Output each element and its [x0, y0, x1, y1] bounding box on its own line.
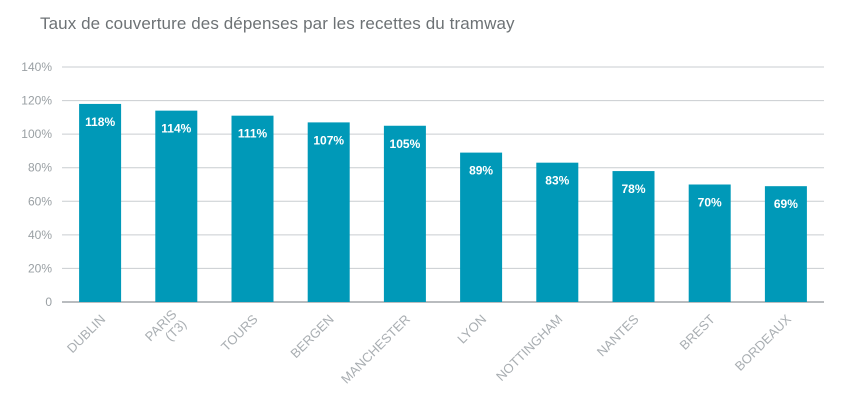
bar — [688, 184, 731, 302]
data-label: 89% — [469, 164, 493, 178]
y-tick-label: 100% — [21, 127, 52, 141]
x-tick-label: TOURS — [218, 311, 261, 354]
chart-title: Taux de couverture des dépenses par les … — [40, 14, 515, 33]
bars — [79, 103, 807, 303]
x-tick-label: BERGEN — [287, 312, 336, 361]
x-tick-label: LYON — [454, 312, 489, 347]
x-tick-label: NOTTINGHAM — [493, 312, 565, 384]
data-label: 105% — [390, 137, 421, 151]
x-tick-label: DUBLIN — [64, 312, 108, 356]
y-tick-label: 60% — [28, 194, 52, 208]
x-tick-label: NANTES — [594, 311, 642, 359]
data-label: 83% — [545, 174, 569, 188]
y-tick-label: 20% — [28, 261, 52, 275]
x-axis-ticks: DUBLIN PARIS(T3) TOURS BERGEN MANCHESTER LYON… — [64, 306, 794, 386]
x-tick-label: PARIS(T3) — [142, 306, 190, 354]
bar — [383, 125, 426, 302]
data-label: 107% — [313, 133, 344, 147]
data-label: 69% — [774, 197, 798, 211]
y-tick-label: 80% — [28, 161, 52, 175]
data-label: 114% — [161, 122, 191, 136]
bar — [307, 122, 350, 303]
y-axis-ticks: 0 20% 40% 60% 80% 100% 120% 140% — [21, 60, 52, 309]
data-label: 78% — [621, 182, 645, 196]
x-tick-label: MANCHESTER — [338, 312, 413, 387]
bar — [536, 162, 579, 302]
y-tick-label: 120% — [21, 94, 52, 108]
y-tick-label: 40% — [28, 228, 52, 242]
bar — [79, 103, 122, 302]
data-label: 70% — [698, 196, 722, 210]
x-tick-label: BREST — [677, 311, 718, 352]
bar — [231, 115, 274, 302]
data-labels: 118% 114% 111% 107% 105% 89% 83% 78% 70% 69% — [85, 115, 798, 211]
x-tick-label: BORDEAUX — [732, 311, 794, 373]
bar — [155, 110, 198, 303]
y-tick-label: 140% — [21, 60, 52, 74]
bar — [460, 152, 503, 302]
data-label: 111% — [238, 127, 268, 141]
bar — [612, 171, 655, 302]
bar — [764, 186, 807, 302]
data-label: 118% — [85, 115, 115, 129]
y-tick-label: 0 — [45, 295, 52, 309]
